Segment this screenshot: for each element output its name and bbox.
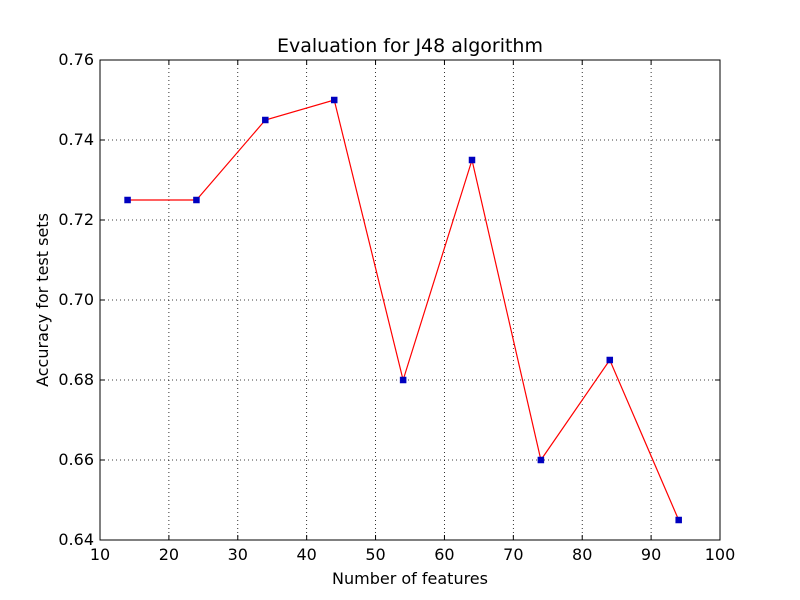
data-point-marker (537, 456, 545, 464)
data-point-marker (675, 516, 682, 524)
data-point-marker (606, 356, 614, 364)
y-tick-label: 0.72 (58, 210, 94, 229)
x-tick-label: 50 (365, 545, 385, 564)
y-tick-label: 0.76 (58, 50, 94, 69)
x-axis-label: Number of features (332, 569, 488, 588)
y-tick-label: 0.74 (58, 130, 94, 149)
data-point-marker (468, 156, 476, 164)
chart-title: Evaluation for J48 algorithm (277, 35, 543, 57)
y-tick-label: 0.64 (58, 530, 94, 549)
data-point-marker (399, 376, 407, 384)
data-point-marker (193, 196, 200, 204)
x-tick-label: 90 (641, 545, 661, 564)
x-tick-label: 80 (572, 545, 592, 564)
grid (100, 60, 720, 540)
x-tick-label: 20 (159, 545, 179, 564)
x-tick-label: 60 (434, 545, 454, 564)
y-tick-label: 0.68 (58, 370, 94, 389)
data-point-marker (330, 96, 338, 104)
ticks: 10 20 30 40 50 60 70 80 90 100 0.64 0.66 0.68 0.70 0.7… (58, 50, 735, 564)
y-axis-label: Accuracy for test sets (33, 213, 52, 387)
y-tick-label: 0.70 (58, 290, 94, 309)
x-tick-label: 100 (705, 545, 736, 564)
y-tick-label: 0.66 (58, 450, 94, 469)
data-point-marker (262, 116, 269, 124)
data-point-marker (124, 196, 131, 204)
x-tick-label: 30 (228, 545, 248, 564)
x-tick-label: 10 (90, 545, 110, 564)
x-tick-label: 40 (296, 545, 316, 564)
x-tick-label: 70 (503, 545, 523, 564)
series-layer (124, 96, 682, 524)
